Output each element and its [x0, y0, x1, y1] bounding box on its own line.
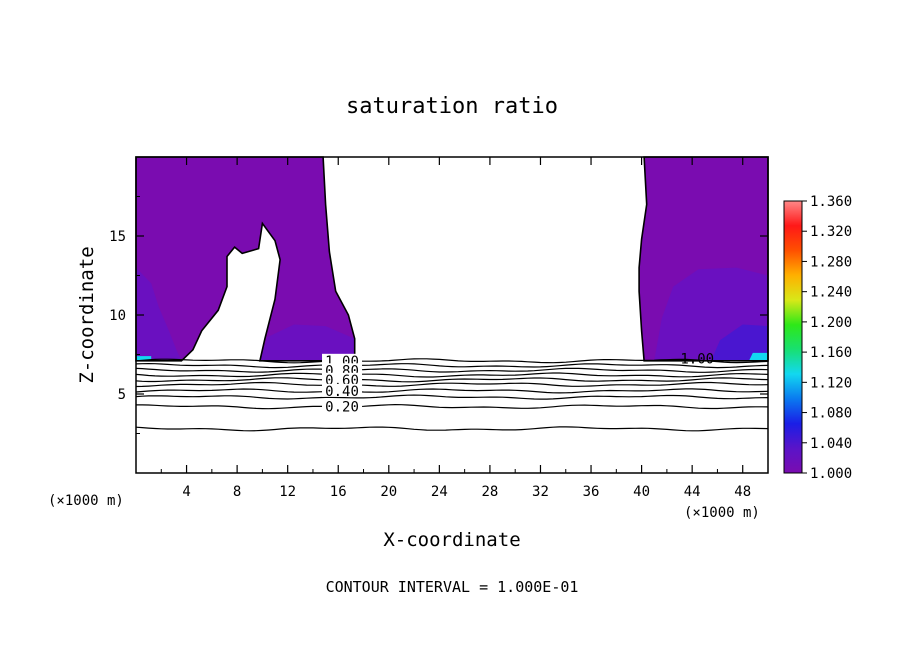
contour-label-bg-0.2	[322, 399, 363, 413]
colorbar-label-1.040: 1.040	[810, 436, 852, 452]
colorbar-label-1.160: 1.160	[810, 345, 852, 361]
y-axis-label: Z-coordinate	[76, 246, 98, 383]
colorbar-label-1.080: 1.080	[810, 406, 852, 422]
contour-line-0.5	[135, 381, 769, 388]
x-tick-label-24: 24	[431, 484, 448, 500]
contour-labels: 1.000.800.600.400.201.00	[322, 351, 714, 416]
contour-label-0.2: 0.20	[325, 400, 359, 416]
contour-line-0.9	[135, 362, 769, 369]
contour-line-0.7	[135, 372, 769, 378]
contour-line-1	[135, 358, 769, 364]
x-tick-label-32: 32	[532, 484, 549, 500]
x-tick-label-48: 48	[734, 484, 751, 500]
contour-line-0.8	[135, 367, 769, 373]
x-tick-label-36: 36	[583, 484, 600, 500]
x-tick-label-12: 12	[279, 484, 296, 500]
x-tick-label-20: 20	[380, 484, 397, 500]
colorbar-ramp	[783, 200, 803, 474]
colorbar-label-1.320: 1.320	[810, 224, 852, 240]
region-outline-left-region	[135, 156, 356, 362]
contour-label-bg-0.4	[322, 383, 363, 397]
x-unit-left: (×1000 m)	[48, 493, 124, 509]
x-tick-label-16: 16	[330, 484, 347, 500]
y-tick-label-15: 15	[109, 229, 126, 245]
contour-line-0.6	[135, 377, 769, 383]
colorbar-label-1.200: 1.200	[810, 315, 852, 331]
contour-label-0.4: 0.40	[325, 384, 359, 400]
y-tick-label-5: 5	[118, 387, 126, 403]
contour-lines	[135, 358, 769, 432]
x-tick-label-40: 40	[633, 484, 650, 500]
region-patch-1-1	[711, 324, 768, 361]
colorbar-label-1.000: 1.000	[810, 466, 852, 482]
region-patch-0-1	[259, 324, 355, 361]
region-fill-left-region	[136, 157, 355, 361]
x-unit-right: (×1000 m)	[684, 505, 760, 521]
y-axis-ticks: 5 10 15	[109, 196, 768, 434]
x-axis-ticks: 4 8 12 16 20 24 28 32 36 40 44 48	[160, 157, 751, 500]
contour-label-right: 1.00	[680, 351, 714, 367]
x-tick-label-4: 4	[182, 484, 190, 500]
contour-line-0.4	[135, 388, 769, 394]
x-axis-label: X-coordinate	[383, 529, 520, 551]
colorbar-label-1.240: 1.240	[810, 285, 852, 301]
supersaturation-fills	[135, 156, 769, 362]
contour-line-0.1	[135, 426, 769, 432]
contour-line-0.3	[135, 394, 769, 400]
x-tick-label-28: 28	[481, 484, 498, 500]
contour-line-0.2	[136, 403, 769, 410]
colorbar-label-1.360: 1.360	[810, 194, 852, 210]
colorbar: 1.000 1.040 1.080 1.120 1.160 1.200 1.240 1.280…	[783, 194, 852, 482]
colorbar-label-1.120: 1.120	[810, 375, 852, 391]
y-tick-label-10: 10	[109, 308, 126, 324]
region-patch-1-2	[749, 352, 768, 361]
contour-interval-note: CONTOUR INTERVAL = 1.000E-01	[326, 578, 579, 596]
x-tick-label-8: 8	[233, 484, 241, 500]
x-tick-label-44: 44	[684, 484, 701, 500]
contour-label-bg-0.6	[322, 372, 363, 386]
region-patch-0-0	[136, 267, 182, 361]
colorbar-label-1.280: 1.280	[810, 254, 852, 270]
chart-title: saturation ratio	[346, 94, 558, 119]
